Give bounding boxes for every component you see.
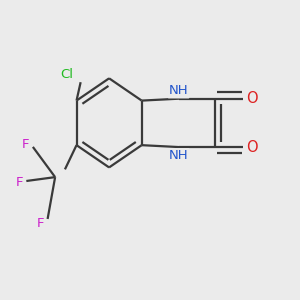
Text: NH: NH [169, 84, 188, 98]
Text: O: O [247, 91, 258, 106]
Text: F: F [37, 217, 44, 230]
Text: F: F [21, 138, 29, 151]
Text: Cl: Cl [60, 68, 73, 81]
Text: NH: NH [169, 149, 188, 162]
Text: F: F [15, 176, 23, 189]
Text: O: O [247, 140, 258, 154]
